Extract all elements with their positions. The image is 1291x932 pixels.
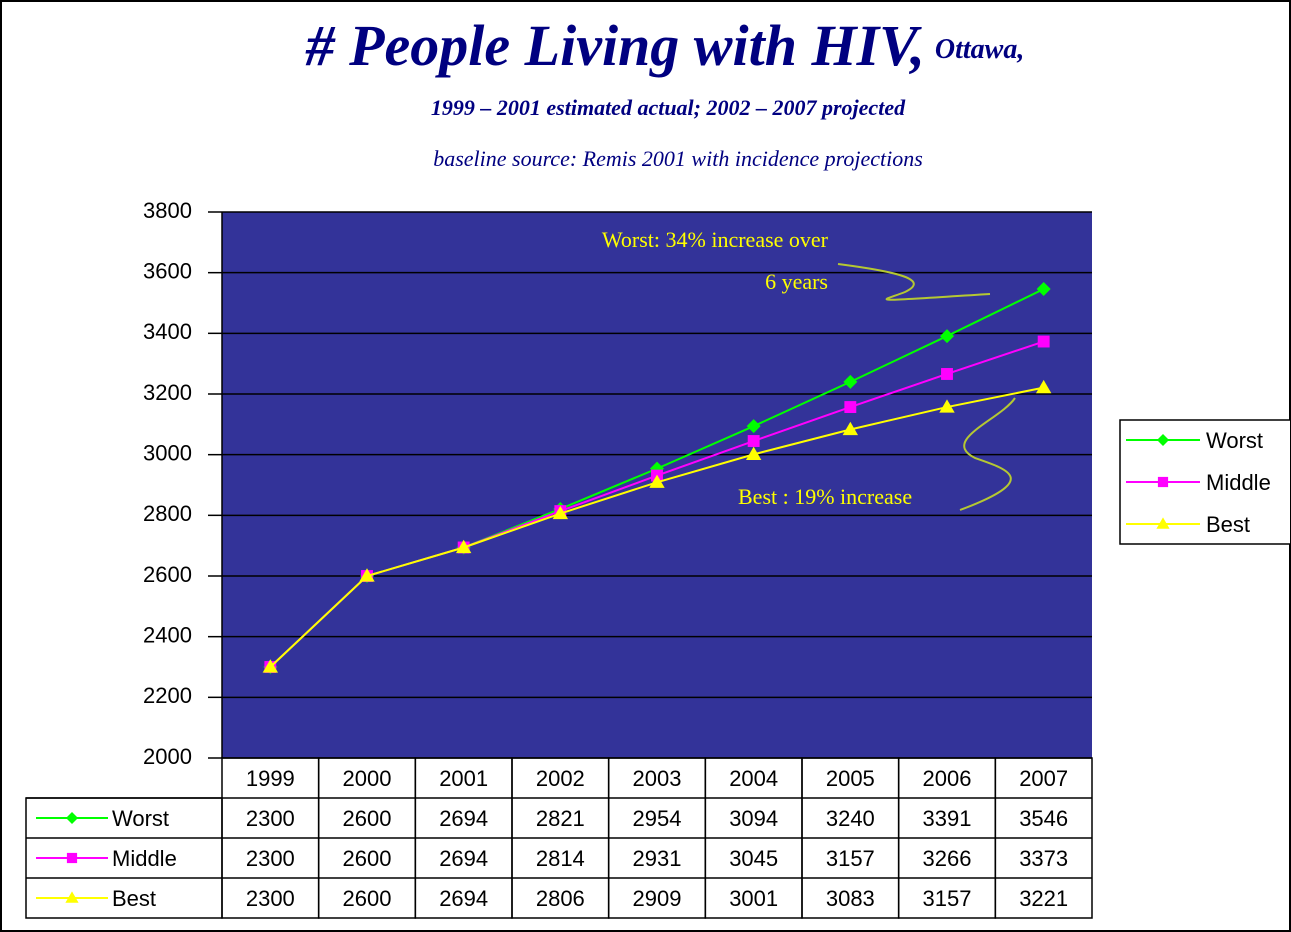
series-marker [552,505,569,520]
x-tick-label: 2005 [826,766,875,791]
series-marker [1037,335,1050,348]
legend-label: Best [1206,512,1250,537]
y-tick-label: 3000 [143,440,192,465]
chart-title-place: Ottawa, [935,34,1024,65]
series-marker [1036,282,1051,297]
legend-marker [1157,476,1169,488]
series-marker [747,435,760,447]
series-marker [745,446,762,460]
table-key-marker [66,852,78,864]
table-value: 3094 [729,806,778,831]
x-tick-label: 2006 [923,766,972,791]
table-value: 2694 [439,806,488,831]
plot-area [222,211,1092,759]
series-marker [843,374,858,389]
x-tick-label: 2003 [633,766,682,791]
chart-source: baseline source: Remis 2001 with inciden… [433,146,923,171]
table-key-column [25,797,223,919]
y-tick-label: 2800 [143,501,192,526]
table-value: 2300 [246,806,295,831]
table-value: 3266 [923,846,972,871]
x-tick-label: 2000 [343,766,392,791]
series-marker [941,368,953,380]
annotation: Best : 19% increase [738,484,912,509]
table-value: 3045 [729,846,778,871]
legend-label: Worst [1206,428,1263,453]
series-marker [649,474,665,488]
table-value: 3083 [826,886,875,911]
y-tick-label: 2000 [143,744,192,769]
table-value: 2806 [536,886,585,911]
table-value: 2600 [343,806,392,831]
x-tick-label: 2007 [1019,766,1068,791]
table-key-marker [66,812,78,824]
series-marker [262,659,279,673]
table-value: 3373 [1019,846,1068,871]
callouts [837,263,1016,511]
legend-marker [1156,517,1170,529]
table-value: 2909 [633,886,682,911]
table-value: 2814 [536,846,585,871]
table-value: 2300 [246,886,295,911]
chart-subtitle: 1999 – 2001 estimated actual; 2002 – 200… [431,95,906,120]
y-tick-label: 3800 [143,198,192,223]
x-tick-label: 2001 [439,766,488,791]
callout-worst [837,263,991,301]
series-marker [1035,379,1052,394]
series-marker [844,401,857,413]
x-tick-label: 1999 [246,766,295,791]
table-value: 3157 [826,846,875,871]
table-value: 2600 [343,846,392,871]
table-value: 3240 [826,806,875,831]
series-marker [842,421,859,436]
table-value: 3221 [1019,886,1068,911]
table-key-marker [65,891,79,903]
legend-label: Middle [1206,470,1271,495]
y-tick-label: 3600 [143,258,192,283]
table-series-name: Worst [112,806,169,831]
series-marker [939,399,955,413]
table-value: 3391 [923,806,972,831]
series-marker [455,539,472,554]
y-tick-label: 3200 [143,380,192,405]
chart-title: # People Living with HIV, [305,13,925,78]
annotation: 6 years [765,269,828,294]
table-value: 3001 [729,886,778,911]
table-series-name: Middle [112,846,177,871]
y-tick-label: 2200 [143,683,192,708]
table-value: 3157 [923,886,972,911]
table-value: 2694 [439,846,488,871]
x-tick-label: 2002 [536,766,585,791]
table-value: 2694 [439,886,488,911]
y-tick-label: 2600 [143,562,192,587]
series-marker [940,329,954,344]
series-marker [746,419,761,434]
table-value: 2954 [633,806,682,831]
chart-title-group: # People Living with HIV, Ottawa, [305,13,1025,78]
callout-best [959,397,1016,511]
legend-marker [1157,434,1169,446]
table-value: 2821 [536,806,585,831]
data-table: 1999 2000 2001 2002 2003 2004 2005 2006 2007 Wors… [25,757,1093,919]
legend: Worst Middle Best [1119,419,1290,545]
x-tick-label: 2004 [729,766,778,791]
table-value: 2600 [343,886,392,911]
table-value: 2931 [633,846,682,871]
table-series-name: Best [112,886,156,911]
table-value: 3546 [1019,806,1068,831]
annotation: Worst: 34% increase over [602,227,829,252]
y-tick-label: 2400 [143,622,192,647]
series-marker [359,568,375,582]
y-tick-label: 3400 [143,319,192,344]
table-value: 2300 [246,846,295,871]
